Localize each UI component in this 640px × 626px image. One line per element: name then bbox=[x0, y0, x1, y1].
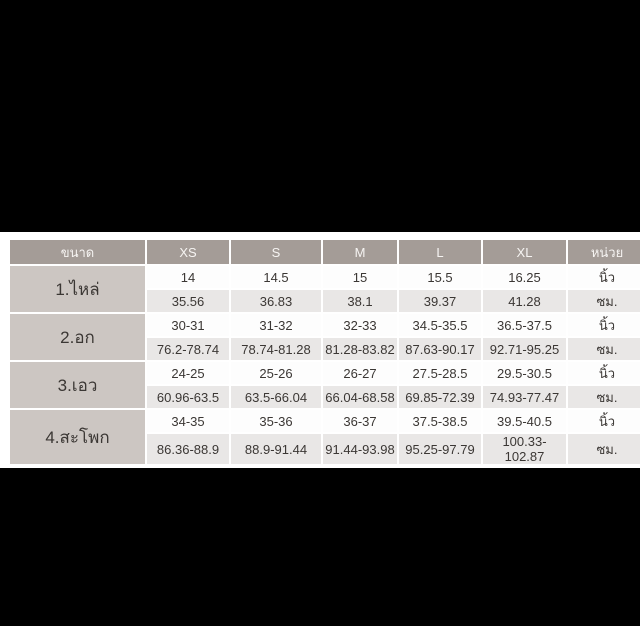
waist-inch-row: 3.เอว 24-25 25-26 26-27 27.5-28.5 29.5-3… bbox=[10, 362, 640, 408]
measurement-cell: 100.33-102.87 bbox=[483, 434, 566, 464]
measurement-cell: 63.5-66.04 bbox=[231, 386, 321, 408]
row-label-shoulder: 1.ไหล่ bbox=[10, 266, 145, 312]
measurement-cell: 15.5 bbox=[399, 266, 481, 288]
measurement-cell: 37.5-38.5 bbox=[399, 410, 481, 432]
measurement-cell: 25-26 bbox=[231, 362, 321, 384]
row-label-waist: 3.เอว bbox=[10, 362, 145, 408]
unit-cell-inch: นิ้ว bbox=[568, 362, 640, 384]
unit-cell-cm: ซม. bbox=[568, 434, 640, 464]
row-label-hip: 4.สะโพก bbox=[10, 410, 145, 464]
unit-cell-inch: นิ้ว bbox=[568, 410, 640, 432]
measurement-cell: 26-27 bbox=[323, 362, 397, 384]
measurement-cell: 34.5-35.5 bbox=[399, 314, 481, 336]
measurement-cell: 76.2-78.74 bbox=[147, 338, 229, 360]
size-chart-table: ขนาด XS S M L XL หน่วย 1.ไหล่ 14 14.5 15… bbox=[8, 238, 640, 466]
measurement-cell: 27.5-28.5 bbox=[399, 362, 481, 384]
row-label-chest: 2.อก bbox=[10, 314, 145, 360]
measurement-cell: 78.74-81.28 bbox=[231, 338, 321, 360]
measurement-cell: 30-31 bbox=[147, 314, 229, 336]
measurement-cell: 38.1 bbox=[323, 290, 397, 312]
measurement-cell: 34-35 bbox=[147, 410, 229, 432]
waist-cm-row: 60.96-63.5 63.5-66.04 66.04-68.58 69.85-… bbox=[10, 386, 640, 408]
measurement-cell: 31-32 bbox=[231, 314, 321, 336]
unit-cell-cm: ซม. bbox=[568, 338, 640, 360]
measurement-cell: 39.5-40.5 bbox=[483, 410, 566, 432]
measurement-cell: 15 bbox=[323, 266, 397, 288]
measurement-cell: 29.5-30.5 bbox=[483, 362, 566, 384]
header-row: ขนาด XS S M L XL หน่วย bbox=[10, 240, 640, 264]
measurement-cell: 35.56 bbox=[147, 290, 229, 312]
measurement-cell: 14.5 bbox=[231, 266, 321, 288]
size-chart-panel: ขนาด XS S M L XL หน่วย 1.ไหล่ 14 14.5 15… bbox=[0, 232, 640, 468]
chest-inch-row: 2.อก 30-31 31-32 32-33 34.5-35.5 36.5-37… bbox=[10, 314, 640, 360]
letterbox-bottom bbox=[0, 468, 640, 626]
unit-cell-inch: นิ้ว bbox=[568, 314, 640, 336]
unit-cell-cm: ซม. bbox=[568, 290, 640, 312]
measurement-cell: 69.85-72.39 bbox=[399, 386, 481, 408]
header-cell-m: M bbox=[323, 240, 397, 264]
measurement-cell: 24-25 bbox=[147, 362, 229, 384]
measurement-cell: 32-33 bbox=[323, 314, 397, 336]
measurement-cell: 41.28 bbox=[483, 290, 566, 312]
measurement-cell: 16.25 bbox=[483, 266, 566, 288]
measurement-cell: 87.63-90.17 bbox=[399, 338, 481, 360]
measurement-cell: 92.71-95.25 bbox=[483, 338, 566, 360]
chest-cm-row: 76.2-78.74 78.74-81.28 81.28-83.82 87.63… bbox=[10, 338, 640, 360]
header-cell-unit: หน่วย bbox=[568, 240, 640, 264]
measurement-cell: 60.96-63.5 bbox=[147, 386, 229, 408]
measurement-cell: 35-36 bbox=[231, 410, 321, 432]
shoulder-cm-row: 35.56 36.83 38.1 39.37 41.28 ซม. bbox=[10, 290, 640, 312]
measurement-cell: 95.25-97.79 bbox=[399, 434, 481, 464]
measurement-cell: 36.83 bbox=[231, 290, 321, 312]
measurement-cell: 86.36-88.9 bbox=[147, 434, 229, 464]
hip-inch-row: 4.สะโพก 34-35 35-36 36-37 37.5-38.5 39.5… bbox=[10, 410, 640, 464]
header-cell-s: S bbox=[231, 240, 321, 264]
unit-cell-cm: ซม. bbox=[568, 386, 640, 408]
letterbox-top bbox=[0, 0, 640, 232]
unit-cell-inch: นิ้ว bbox=[568, 266, 640, 288]
measurement-cell: 36.5-37.5 bbox=[483, 314, 566, 336]
shoulder-inch-row: 1.ไหล่ 14 14.5 15 15.5 16.25 นิ้ว bbox=[10, 266, 640, 312]
measurement-cell: 91.44-93.98 bbox=[323, 434, 397, 464]
header-cell-l: L bbox=[399, 240, 481, 264]
measurement-cell: 74.93-77.47 bbox=[483, 386, 566, 408]
measurement-cell: 39.37 bbox=[399, 290, 481, 312]
hip-cm-row: 86.36-88.9 88.9-91.44 91.44-93.98 95.25-… bbox=[10, 434, 640, 464]
measurement-cell: 88.9-91.44 bbox=[231, 434, 321, 464]
header-cell-xs: XS bbox=[147, 240, 229, 264]
measurement-cell: 81.28-83.82 bbox=[323, 338, 397, 360]
measurement-cell: 14 bbox=[147, 266, 229, 288]
header-cell-size: ขนาด bbox=[10, 240, 145, 264]
measurement-cell: 66.04-68.58 bbox=[323, 386, 397, 408]
measurement-cell: 36-37 bbox=[323, 410, 397, 432]
header-cell-xl: XL bbox=[483, 240, 566, 264]
